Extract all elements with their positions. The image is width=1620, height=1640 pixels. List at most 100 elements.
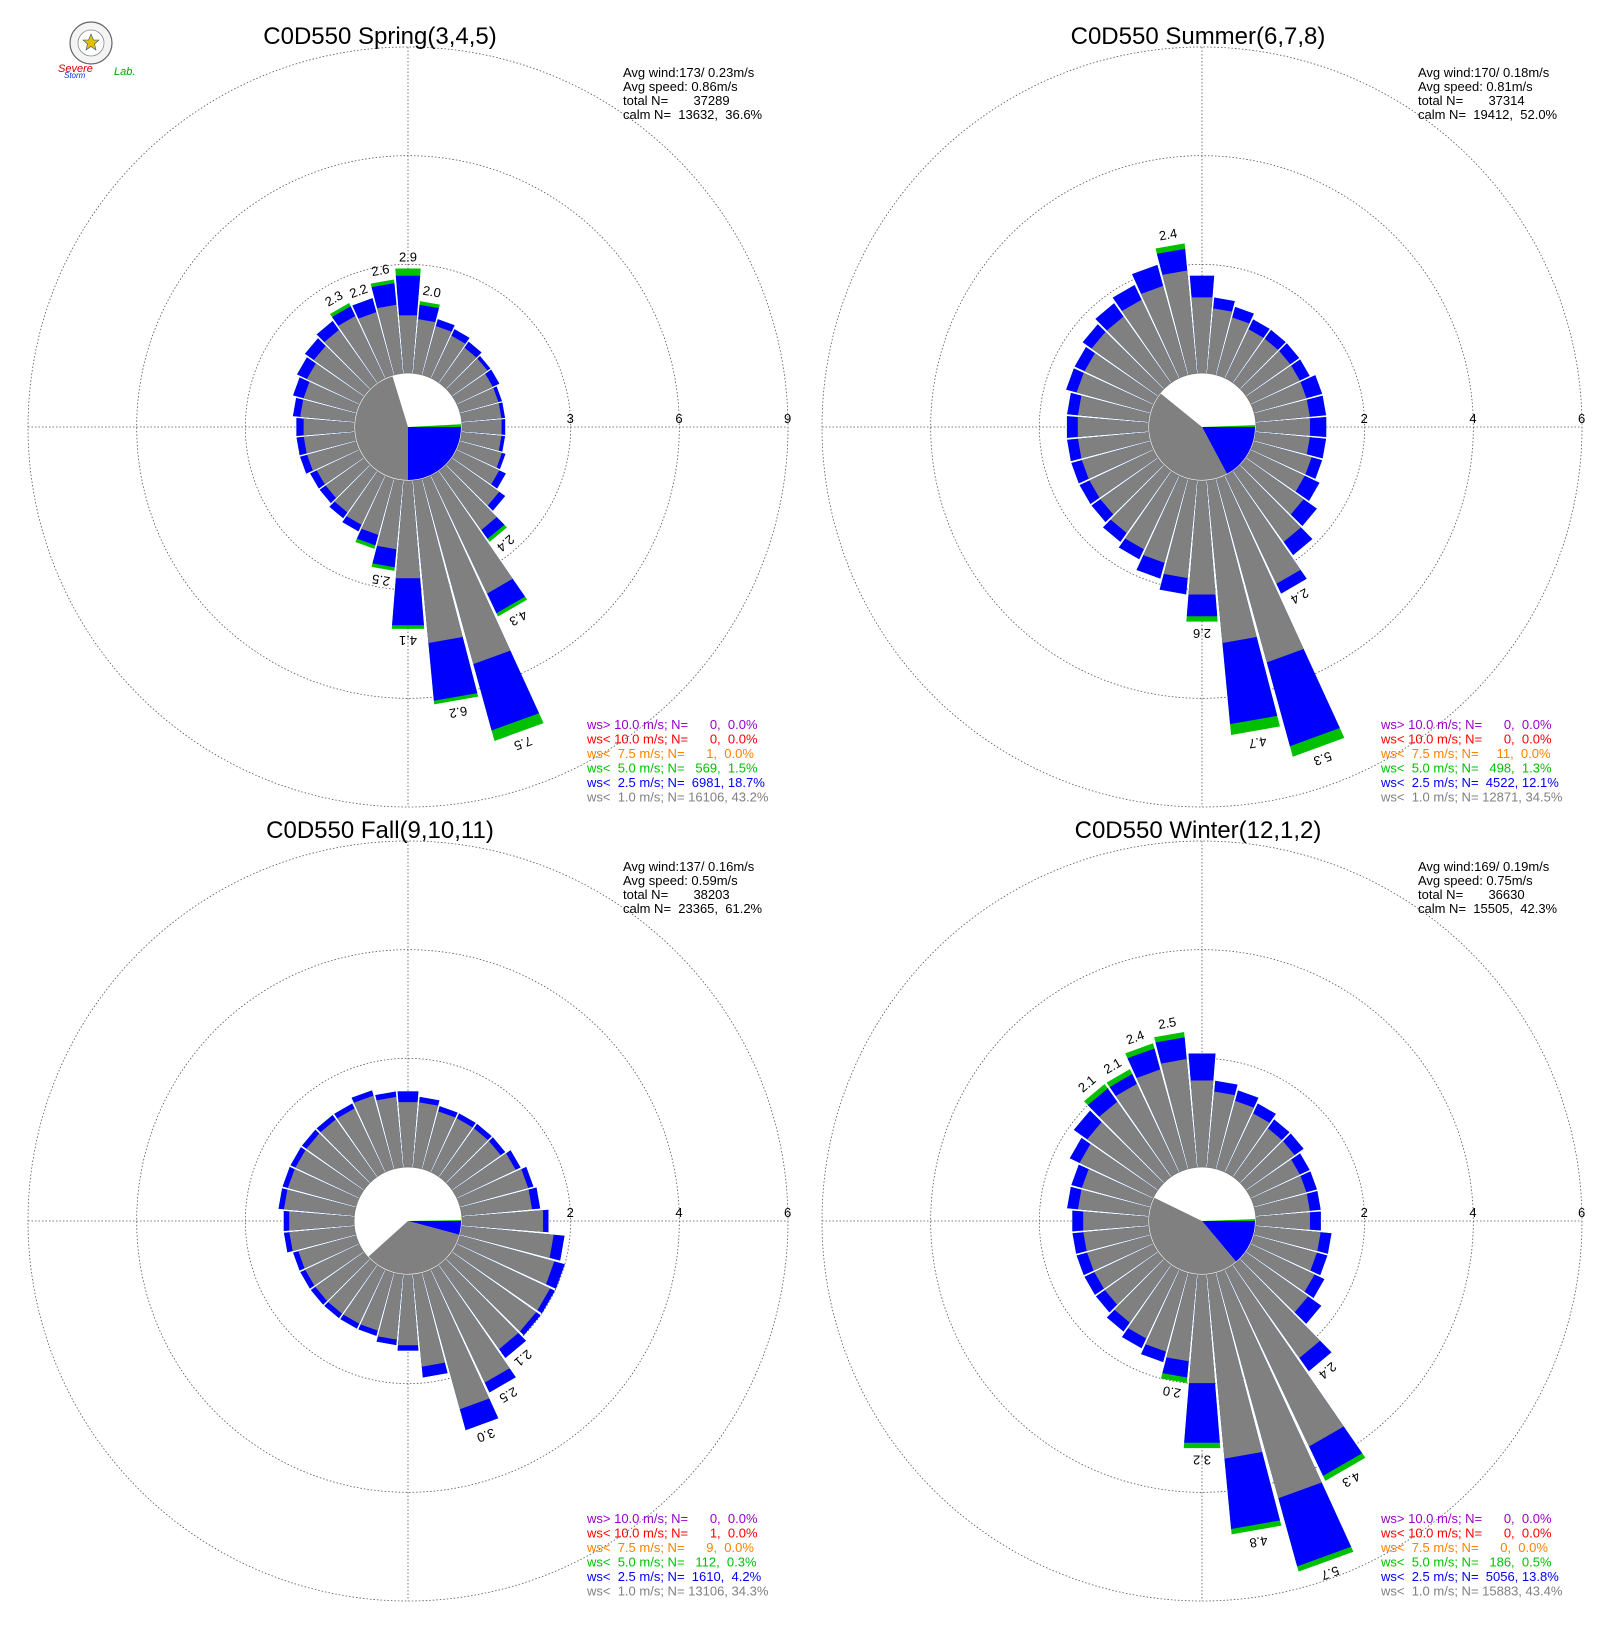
bar-segment-lt1	[439, 465, 497, 531]
bar-segment-lt1	[1254, 399, 1310, 422]
sector-bar	[1084, 1244, 1158, 1295]
bar-segment-lt1	[1254, 1193, 1310, 1216]
info-total: total N= 37314	[1418, 93, 1525, 108]
bar-segment-lt1	[320, 1119, 377, 1183]
sector-bar	[452, 450, 506, 489]
bar-segment-lt1	[1225, 1265, 1344, 1447]
bar-segment-lt1	[413, 1273, 445, 1367]
bar-segment-lt1	[457, 387, 499, 413]
legend-entry: ws< 10.0 m/s; N= 0, 0.0%	[586, 732, 758, 747]
legend-entry: ws< 1.0 m/s; N= 12871, 34.5%	[1380, 790, 1563, 805]
bar-segment-lt1	[431, 1118, 473, 1177]
bar-segment-lt1	[1251, 381, 1307, 413]
bar-value-label: 2.5	[497, 1384, 520, 1406]
ring-label: 2	[567, 1205, 574, 1220]
legend-entry: ws< 7.5 m/s; N= 1, 0.0%	[586, 746, 754, 761]
sector-bar	[446, 458, 506, 511]
info-calm: calm N= 23365, 61.2%	[623, 901, 763, 916]
bar-value-label: 2.1	[511, 1347, 534, 1370]
bar-segment-lt1	[1216, 1100, 1254, 1172]
bar-segment-lt1	[461, 1210, 544, 1232]
bar-segment-lt1	[460, 432, 502, 451]
bar-value-label: 2.2	[347, 281, 369, 301]
sector-bar	[1255, 417, 1327, 437]
bar-segment-lt1	[325, 458, 370, 498]
sector-bar	[1207, 297, 1235, 375]
sector-bar	[370, 279, 403, 375]
info-total: total N= 37289	[623, 93, 730, 108]
sector-bar	[1159, 479, 1197, 595]
sector-bar	[1246, 359, 1310, 404]
sector-bar	[324, 1259, 377, 1319]
info-calm: calm N= 19412, 52.0%	[1418, 107, 1558, 122]
bar-segment-lt1	[1110, 465, 1171, 534]
bar-segment-lt1	[1240, 1141, 1295, 1190]
sector-bar	[431, 1265, 516, 1393]
ring-label: 2	[1361, 411, 1368, 426]
bar-segment-lt1	[460, 403, 502, 422]
logo-text-severe: Severe	[58, 63, 93, 75]
ring-label: 6	[675, 411, 682, 426]
legend-entry: ws< 10.0 m/s; N= 0, 0.0%	[1380, 1526, 1552, 1541]
sector-bar	[1240, 458, 1317, 526]
bar-segment-lt1	[1163, 479, 1197, 579]
bar-segment-lt1	[1162, 270, 1197, 375]
bar-segment-lt1	[289, 1226, 356, 1252]
lab-logo: Severe Storm Lab.	[58, 21, 135, 80]
sector-bar	[1216, 1090, 1259, 1172]
bar-segment-lt1	[328, 1259, 377, 1314]
legend-entry: ws> 10.0 m/s; N= 0, 0.0%	[1380, 1511, 1552, 1526]
bar-segment-lt1	[1136, 1069, 1188, 1172]
bar-segment-lt1	[413, 319, 436, 375]
bar-segment-lt1	[452, 1153, 516, 1198]
info-avg-speed: Avg speed: 0.75m/s	[1418, 873, 1533, 888]
bar-segment-lt1	[1100, 458, 1164, 515]
bar-segment-lt1	[439, 347, 477, 389]
sector-bar	[439, 341, 482, 389]
ring-label: 6	[1578, 411, 1585, 426]
sector-bar	[1216, 1270, 1354, 1572]
sector-bar	[1071, 1164, 1153, 1207]
bar-segment-lt1	[1160, 1059, 1197, 1169]
sector-bar	[1066, 368, 1153, 413]
sector-bar	[1240, 1133, 1304, 1190]
sector-bar	[422, 1106, 458, 1172]
bar-segment-lt1	[303, 432, 356, 454]
bar-segment-lt1	[422, 1111, 456, 1172]
pie-slice-lt1	[368, 1221, 460, 1274]
bar-segment-lt1	[1246, 1159, 1300, 1198]
bar-segment-lt1	[422, 476, 511, 665]
bar-segment-lt1	[1246, 450, 1305, 492]
bar-segment-lt1	[395, 480, 421, 579]
sector-bar	[1106, 1069, 1179, 1177]
legend-entry: ws< 2.5 m/s; N= 4522, 12.1%	[1380, 775, 1559, 790]
bar-value-label: 4.3	[1340, 1469, 1363, 1491]
sector-bar	[452, 1150, 521, 1198]
sector-bar	[460, 1226, 565, 1261]
bar-value-label: 6.2	[448, 703, 468, 721]
bar-segment-lt1	[413, 1102, 439, 1169]
sector-bar	[1246, 450, 1320, 501]
bar-segment-lt1	[1077, 432, 1150, 459]
sector-bar	[460, 402, 506, 422]
bar-segment-lt1	[283, 1189, 356, 1216]
bar-segment-lt1	[306, 1133, 370, 1190]
wind-rose-panel: 2 4 6 2.1 2.53.0 C0D550 Fall(9,10,11) Avg wind…	[27, 817, 791, 1602]
wind-rose-panel: 2 4 62.12.12.42.52.44.35.74.83.22.0C0D550 …	[821, 817, 1585, 1602]
bar-segment-lt1	[1233, 1128, 1282, 1183]
bar-value-label: 2.4	[1316, 1359, 1339, 1382]
sector-bar	[316, 1114, 377, 1183]
pie-slice-lt5	[408, 424, 461, 427]
sector-bar	[1136, 476, 1188, 579]
sector-bar	[1121, 1265, 1179, 1349]
bar-segment-lt1	[1240, 350, 1291, 396]
sector-bar	[330, 302, 385, 383]
sector-bar	[452, 1244, 555, 1314]
sector-bar	[1188, 1053, 1216, 1168]
legend-entry: ws< 5.0 m/s; N= 498, 1.3%	[1380, 761, 1552, 776]
pie-slice-lt25	[1202, 427, 1255, 474]
pie-slice-lt25	[408, 1221, 461, 1235]
bar-segment-lt1	[1141, 285, 1188, 378]
bar-segment-lt1	[1081, 1169, 1153, 1207]
info-total: total N= 38203	[623, 887, 730, 902]
